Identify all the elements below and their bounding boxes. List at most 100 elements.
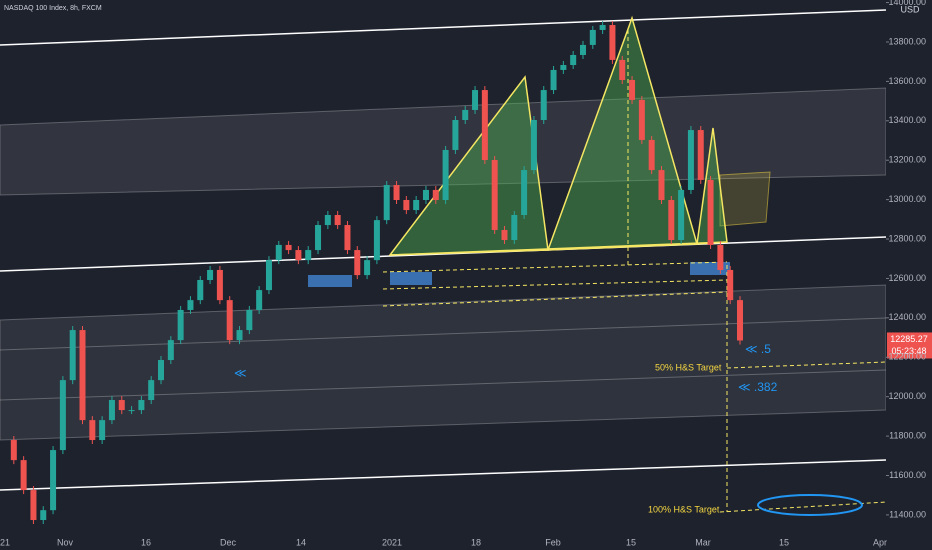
annotation: 50% H&S Target — [655, 362, 722, 372]
candle — [89, 420, 96, 441]
candles — [10, 21, 743, 525]
candle — [246, 309, 253, 331]
candle — [305, 250, 312, 261]
chart-title: NASDAQ 100 Index, 8h, FXCM — [4, 5, 102, 12]
candle — [422, 189, 429, 201]
support-box — [390, 272, 432, 285]
candle — [403, 200, 410, 211]
y-tick-label: 12800.00 — [888, 233, 926, 243]
candle — [158, 360, 165, 381]
y-tick-label: 11800.00 — [889, 430, 926, 440]
candle — [167, 340, 174, 361]
candle — [707, 179, 714, 245]
candle — [59, 380, 66, 451]
x-tick-label: Mar — [695, 537, 711, 547]
y-tick-label: 13800.00 — [888, 36, 926, 46]
candle — [30, 490, 37, 521]
y-tick-label: 13600.00 — [888, 76, 926, 86]
candle — [108, 400, 115, 421]
x-tick-label: 18 — [471, 537, 481, 547]
candle — [687, 130, 694, 190]
candle — [373, 220, 380, 261]
x-tick-label: 15 — [626, 537, 636, 547]
price-tag — [887, 332, 932, 359]
candle — [295, 250, 302, 261]
support-box — [308, 275, 352, 287]
candle — [364, 260, 371, 276]
candle — [550, 69, 557, 91]
currency: USD — [900, 4, 920, 14]
candle — [128, 410, 135, 412]
candle — [393, 185, 400, 201]
drawings — [0, 9, 887, 516]
candle — [432, 189, 439, 201]
x-tick-label: 21 — [0, 537, 10, 547]
candle — [442, 149, 449, 201]
y-tick-label: 13200.00 — [888, 155, 926, 165]
x-tick-label: Feb — [545, 537, 561, 547]
dashed-line — [382, 261, 728, 273]
candle — [324, 214, 331, 226]
candle — [609, 25, 616, 60]
trend-line — [0, 459, 887, 491]
dashed-line — [726, 361, 887, 369]
candle — [599, 25, 606, 30]
y-tick-label: 14000.00 — [888, 0, 926, 7]
candle — [354, 250, 361, 276]
x-tick-label: Dec — [220, 537, 237, 547]
countdown: 05:23:48 — [891, 346, 926, 356]
y-tick-label: 11400.00 — [889, 509, 926, 519]
candle — [20, 460, 27, 491]
candle — [197, 280, 204, 301]
dashed-levels — [382, 30, 887, 513]
annotation: ≪ .5 — [745, 342, 771, 356]
candle — [40, 510, 47, 521]
candle — [118, 400, 125, 411]
candle — [589, 29, 596, 45]
y-tick-label: 12600.00 — [888, 273, 926, 283]
candle — [50, 450, 57, 511]
candle — [344, 225, 351, 251]
candle — [452, 120, 459, 150]
candle — [560, 65, 567, 70]
y-tick-label: 12000.00 — [888, 391, 926, 401]
y-tick-label: 13000.00 — [888, 194, 926, 204]
candle — [462, 109, 469, 121]
candle — [481, 90, 488, 161]
x-tick-label: Apr — [873, 537, 887, 547]
dashed-line — [382, 279, 728, 290]
candle — [69, 330, 76, 381]
candle — [99, 420, 106, 441]
candle — [501, 229, 508, 241]
candle — [10, 440, 17, 461]
candle — [256, 290, 263, 310]
candle — [285, 244, 292, 251]
candle — [668, 200, 675, 241]
x-tick-label: 2021 — [382, 537, 402, 547]
candle — [678, 189, 685, 241]
candle — [383, 185, 390, 221]
candle — [530, 120, 537, 171]
candle — [138, 400, 145, 411]
candle — [265, 260, 272, 291]
x-tick-label: Nov — [57, 537, 74, 547]
candle — [315, 225, 322, 251]
candle — [275, 244, 282, 261]
support-box — [690, 262, 730, 275]
candle — [226, 300, 233, 341]
time-axis — [0, 536, 932, 550]
neckline — [389, 241, 728, 256]
candle — [236, 330, 243, 341]
candle — [579, 44, 586, 55]
price-axis — [886, 0, 932, 550]
trend-line — [0, 9, 887, 46]
x-tick-label: 15 — [779, 537, 789, 547]
target-box — [719, 171, 771, 227]
candle — [629, 80, 636, 100]
candle — [334, 214, 341, 226]
candle — [570, 54, 577, 66]
annotation: ≪ .382 — [738, 380, 778, 394]
candle — [658, 170, 665, 201]
annotation: 100% H&S Target — [648, 504, 720, 514]
